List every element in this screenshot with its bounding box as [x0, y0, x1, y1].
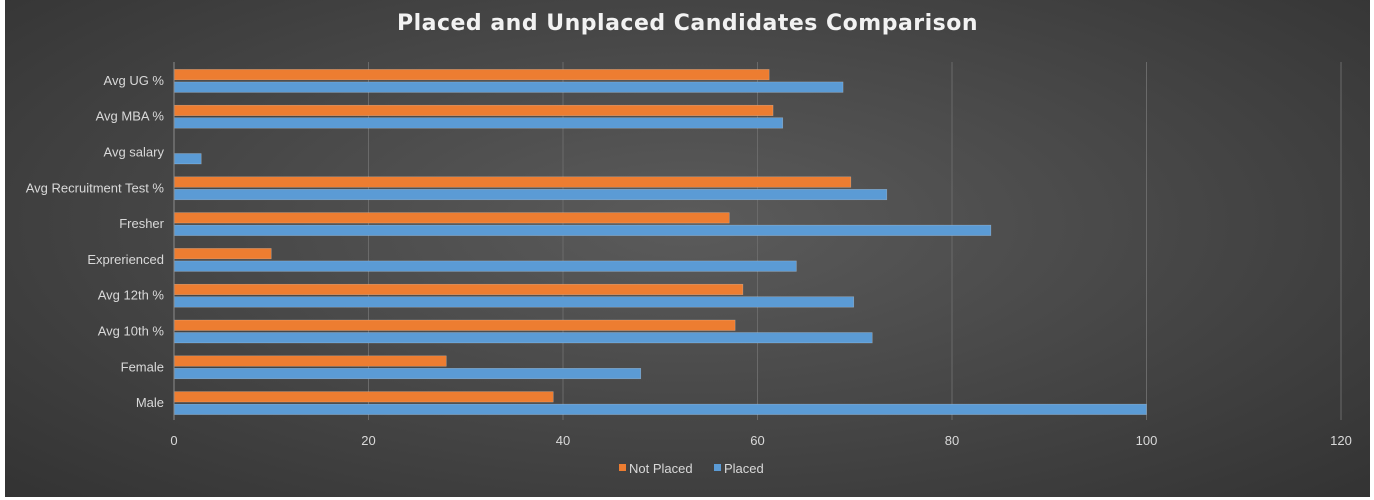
legend-swatch — [619, 464, 626, 471]
x-tick-label: 40 — [556, 433, 570, 448]
bar-not-placed — [173, 355, 447, 367]
bar-placed — [173, 81, 844, 93]
bar-placed — [173, 403, 1147, 415]
bar-not-placed — [173, 283, 744, 295]
category-label: Fresher — [119, 216, 164, 231]
category-label: Avg UG % — [104, 73, 165, 88]
x-tick-label: 80 — [945, 433, 959, 448]
legend-label: Placed — [724, 461, 764, 476]
bar-placed — [173, 224, 992, 236]
bar-not-placed — [173, 212, 730, 224]
bar-not-placed — [173, 319, 736, 331]
bar-placed — [173, 368, 642, 380]
bar-not-placed — [173, 69, 770, 81]
chart-area: Placed and Unplaced Candidates Compariso… — [5, 0, 1370, 497]
x-tick-label: 120 — [1330, 433, 1352, 448]
bar-not-placed — [173, 391, 554, 403]
legend-label: Not Placed — [629, 461, 693, 476]
legend-swatch — [714, 464, 721, 471]
bar-placed — [173, 189, 888, 201]
category-label: Male — [136, 395, 164, 410]
category-label: Avg salary — [104, 145, 165, 160]
category-label: Avg MBA % — [96, 109, 165, 124]
bar-placed — [173, 260, 797, 272]
bar-not-placed — [173, 176, 852, 188]
category-label: Avg 10th % — [98, 324, 165, 339]
x-tick-label: 100 — [1136, 433, 1158, 448]
x-tick-label: 60 — [750, 433, 764, 448]
chart-title: Placed and Unplaced Candidates Compariso… — [396, 11, 979, 36]
category-label: Exprerienced — [87, 252, 164, 267]
bar-not-placed — [173, 104, 774, 116]
x-tick-label: 0 — [170, 433, 177, 448]
bar-not-placed — [173, 248, 272, 260]
bar-placed — [173, 117, 784, 129]
bar-chart: Avg UG % Avg MBA % Avg salary Avg Recruitme… — [26, 62, 1352, 476]
category-label: Avg 12th % — [98, 288, 165, 303]
category-label: Female — [121, 359, 164, 374]
bar-placed — [173, 296, 855, 308]
category-label: Avg Recruitment Test % — [26, 180, 165, 195]
bar-placed — [173, 332, 873, 344]
bar-placed — [173, 153, 202, 165]
x-tick-label: 20 — [361, 433, 375, 448]
